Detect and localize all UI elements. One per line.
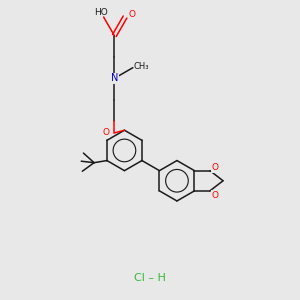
Text: O: O [128,10,135,19]
Text: O: O [212,163,219,172]
Text: O: O [212,191,219,200]
Text: N: N [111,74,118,83]
Text: O: O [103,128,110,137]
Text: CH₃: CH₃ [134,62,149,71]
Text: Cl – H: Cl – H [134,273,166,283]
Text: HO: HO [94,8,107,17]
